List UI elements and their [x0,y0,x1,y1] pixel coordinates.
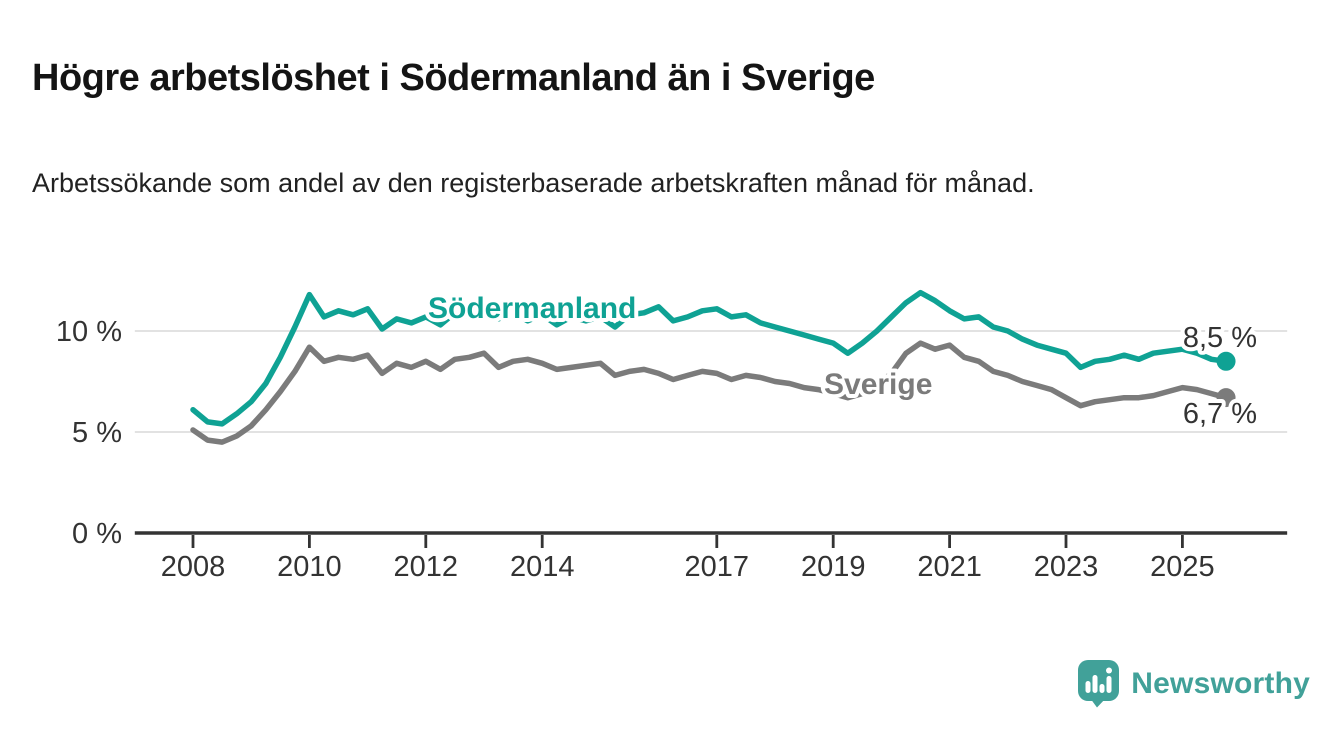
x-tick-label: 2012 [394,551,459,583]
bar-chart-speech-bubble-icon [1078,660,1120,708]
x-tick-label: 2014 [510,551,575,583]
brand-name: Newsworthy [1131,666,1310,700]
x-tick-label: 2025 [1150,551,1215,583]
x-tick-label: 2021 [917,551,982,583]
page-title: Högre arbetslöshet i Södermanland än i S… [32,57,875,100]
x-tick-label: 2023 [1034,551,1099,583]
chart-subtitle: Arbetssökande som andel av den registerb… [32,168,1035,198]
x-tick-label: 2008 [161,551,226,583]
x-tick-label: 2010 [277,551,342,583]
line-södermanland [190,289,1229,427]
y-tick-label: 0 % [72,518,122,550]
end-value-label-sverige: 6,7 % [1183,398,1257,430]
gridlines: 0 % 5 % 10 % [56,316,1288,550]
axes: 2008 2010 2012 2014 2017 2019 2021 2023 2025 [134,531,1288,583]
end-dot-sverige [1216,388,1236,408]
newsworthy-logo: Newsworthy [1077,659,1310,708]
chart-annotations: Södermanland Sverige 8,5 % 6,7 % [424,288,1261,434]
y-tick-label: 5 % [72,417,122,449]
y-tick-label: 10 % [56,316,122,348]
series-label-sodermanland: Södermanland [428,292,636,325]
series-label-sverige: Sverige [824,368,932,401]
unemployment-line-chart: 0 %5 %10 % 2008 2010 2012 2014 2017 2019 2021 2… [56,288,1288,583]
data-series [190,289,1236,445]
x-tick-label: 2019 [801,551,866,583]
x-tick-label: 2017 [685,551,750,583]
line-sverige [190,340,1229,445]
end-dot-södermanland [1216,351,1236,371]
end-value-label-sodermanland: 8,5 % [1183,322,1257,354]
